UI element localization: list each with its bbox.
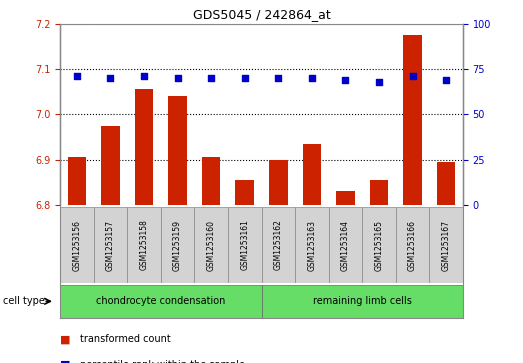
Text: GSM1253161: GSM1253161	[240, 220, 249, 270]
Text: GSM1253165: GSM1253165	[374, 220, 383, 270]
Point	[341, 77, 349, 83]
Bar	[403, 35, 422, 205]
FancyBboxPatch shape	[396, 207, 429, 283]
Point	[73, 73, 81, 79]
Text: GSM1253167: GSM1253167	[441, 220, 451, 270]
Point	[174, 75, 182, 81]
Bar	[101, 126, 120, 205]
Point	[140, 73, 148, 79]
Text: GSM1253164: GSM1253164	[341, 220, 350, 270]
Point	[207, 75, 215, 81]
FancyBboxPatch shape	[429, 207, 463, 283]
Text: GSM1253158: GSM1253158	[140, 220, 149, 270]
FancyBboxPatch shape	[362, 207, 396, 283]
Text: ■: ■	[60, 360, 71, 363]
FancyBboxPatch shape	[60, 207, 94, 283]
Point	[408, 73, 417, 79]
FancyBboxPatch shape	[127, 207, 161, 283]
Text: GSM1253156: GSM1253156	[72, 220, 82, 270]
Bar	[336, 191, 355, 205]
Point	[241, 75, 249, 81]
Bar	[303, 144, 321, 205]
Bar	[135, 89, 153, 205]
Point	[308, 75, 316, 81]
Text: remaining limb cells: remaining limb cells	[313, 296, 412, 306]
Bar	[370, 180, 388, 205]
Bar	[269, 160, 288, 205]
Point	[274, 75, 282, 81]
FancyBboxPatch shape	[262, 207, 295, 283]
Text: GSM1253160: GSM1253160	[207, 220, 215, 270]
Text: percentile rank within the sample: percentile rank within the sample	[80, 360, 245, 363]
Point	[375, 79, 383, 85]
Title: GDS5045 / 242864_at: GDS5045 / 242864_at	[192, 8, 331, 21]
Text: transformed count: transformed count	[80, 334, 171, 344]
FancyBboxPatch shape	[328, 207, 362, 283]
FancyBboxPatch shape	[295, 207, 328, 283]
Text: GSM1253166: GSM1253166	[408, 220, 417, 270]
Text: GSM1253159: GSM1253159	[173, 220, 182, 270]
Bar	[437, 162, 456, 205]
FancyBboxPatch shape	[161, 207, 195, 283]
Point	[442, 77, 450, 83]
Bar	[168, 96, 187, 205]
FancyBboxPatch shape	[228, 207, 262, 283]
Text: GSM1253162: GSM1253162	[274, 220, 283, 270]
FancyBboxPatch shape	[195, 207, 228, 283]
Bar	[202, 158, 220, 205]
FancyBboxPatch shape	[262, 285, 463, 318]
Text: ■: ■	[60, 334, 71, 344]
Text: GSM1253163: GSM1253163	[308, 220, 316, 270]
FancyBboxPatch shape	[94, 207, 127, 283]
Text: GSM1253157: GSM1253157	[106, 220, 115, 270]
Point	[106, 75, 115, 81]
Text: cell type: cell type	[3, 296, 44, 306]
Bar	[235, 180, 254, 205]
FancyBboxPatch shape	[60, 285, 262, 318]
Bar	[67, 158, 86, 205]
Text: chondrocyte condensation: chondrocyte condensation	[96, 296, 225, 306]
